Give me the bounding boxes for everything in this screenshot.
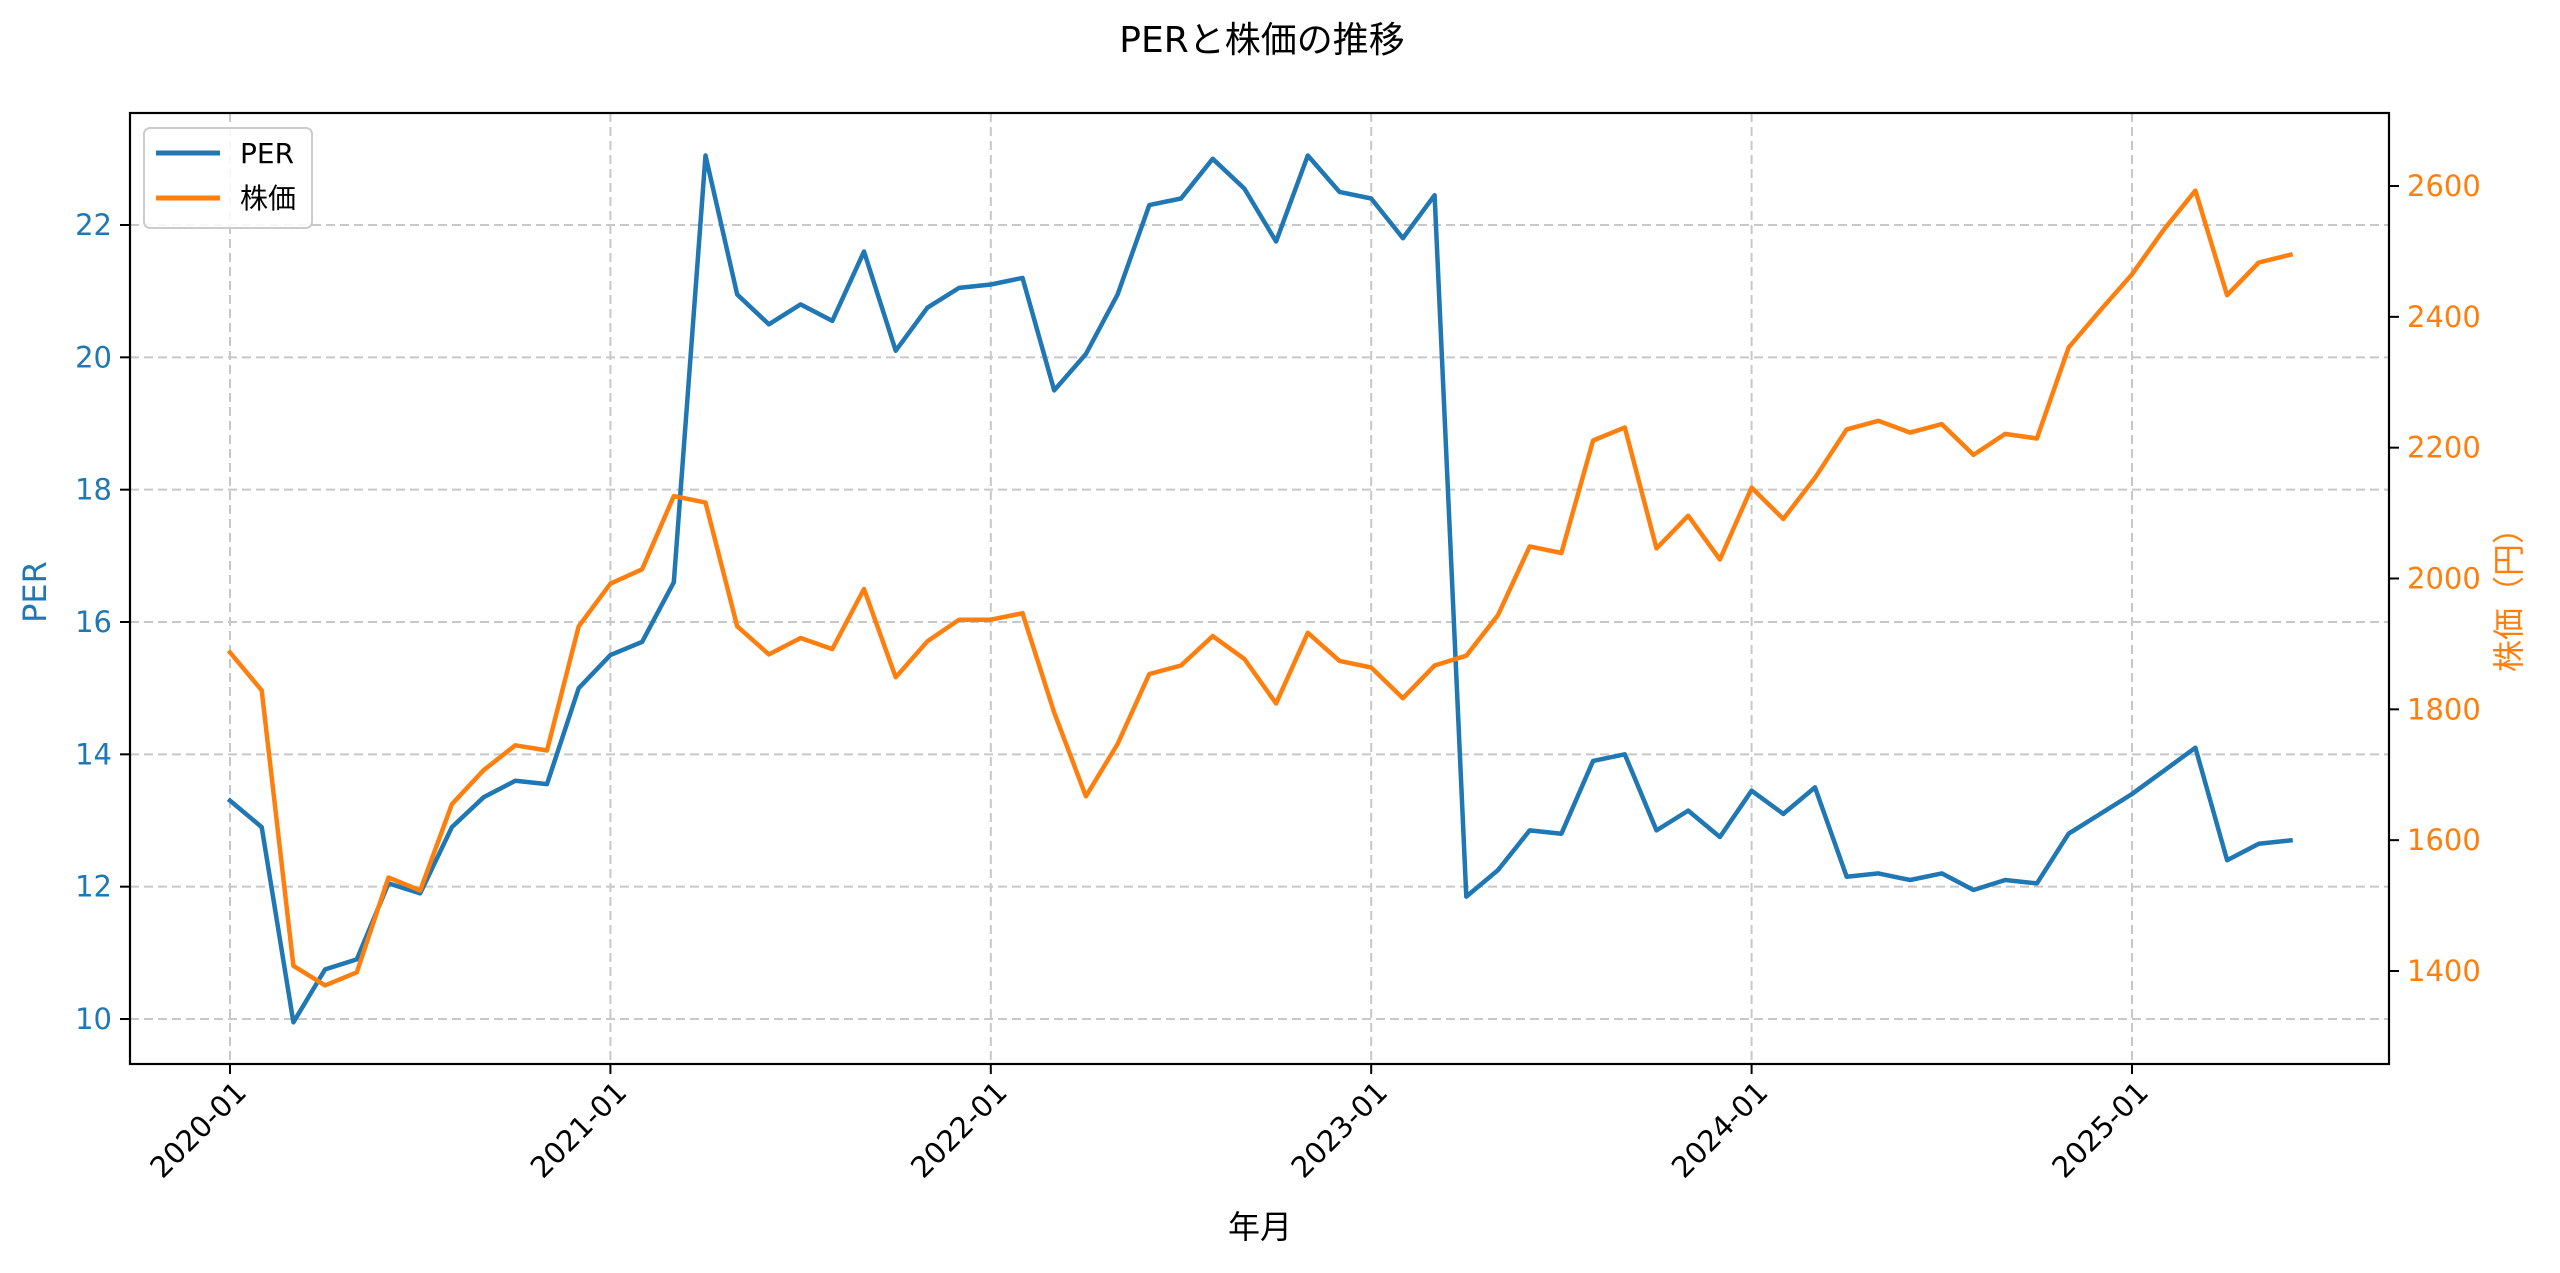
legend-label-per: PER <box>240 137 294 170</box>
x-tick-label: 2023-01 <box>1284 1075 1394 1185</box>
left-tick-label: 14 <box>75 737 112 771</box>
right-tick-label: 1400 <box>2407 954 2481 988</box>
x-tick-label: 2021-01 <box>524 1075 634 1185</box>
right-tick-label: 2400 <box>2407 300 2481 334</box>
right-tick-label: 2200 <box>2407 431 2481 465</box>
price-series-line <box>226 188 2294 988</box>
left-tick-label: 22 <box>75 208 112 242</box>
left-y-axis: 10 12 14 16 18 20 22 <box>75 208 130 1036</box>
plot-area-frame <box>128 111 2391 1066</box>
right-tick-label: 2000 <box>2407 562 2481 596</box>
right-y-axis-label: 株価（円） <box>2490 512 2528 672</box>
x-tick-label: 2020-01 <box>143 1075 253 1185</box>
legend-item-per: PER <box>156 137 294 170</box>
right-tick-label: 2600 <box>2407 169 2481 203</box>
per-series-line <box>226 153 2293 1025</box>
legend-label-price: 株価 <box>240 182 296 215</box>
x-tick-label: 2024-01 <box>1665 1075 1775 1185</box>
left-y-axis-label: PER <box>16 561 54 623</box>
left-tick-label: 18 <box>75 473 112 507</box>
legend: PER 株価 <box>143 127 313 229</box>
right-y-axis: 1400 1600 1800 2000 2200 2400 2600 <box>2389 169 2481 988</box>
legend-item-price: 株価 <box>156 182 296 215</box>
series-lines <box>226 153 2294 1025</box>
x-tick-label: 2022-01 <box>904 1075 1014 1185</box>
left-tick-label: 12 <box>75 870 112 904</box>
x-axis-label: 年月 <box>1228 1208 1292 1246</box>
left-tick-label: 20 <box>75 340 112 374</box>
x-tick-label: 2025-01 <box>2045 1075 2155 1185</box>
left-tick-label: 16 <box>75 605 112 639</box>
right-tick-label: 1800 <box>2407 692 2481 726</box>
chart-title: PERと株価の推移 <box>1119 20 1404 61</box>
left-tick-label: 10 <box>75 1002 112 1036</box>
x-axis: 2020-01 2021-01 2022-01 2023-01 2024-01 2025-… <box>143 1064 2155 1185</box>
right-tick-label: 1600 <box>2407 823 2481 857</box>
grid-lines <box>130 113 2389 1064</box>
